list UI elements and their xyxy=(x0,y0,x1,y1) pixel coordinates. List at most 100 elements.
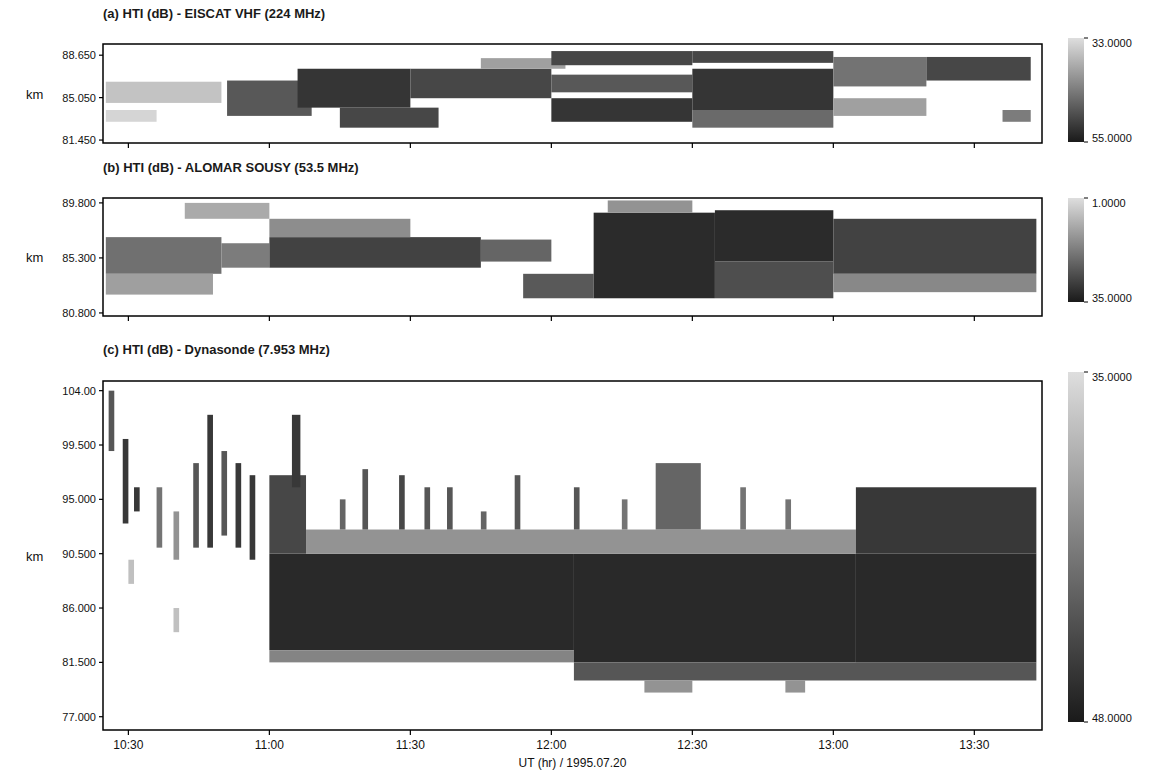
colorbar xyxy=(1068,198,1084,302)
background xyxy=(0,0,1160,775)
cell xyxy=(833,274,1036,292)
cell xyxy=(785,680,805,692)
cell xyxy=(185,203,270,219)
x-tick-label: 10:30 xyxy=(113,738,143,752)
cell xyxy=(926,57,1030,81)
panel: (b) HTI (dB) - ALOMAR SOUSY (53.5 MHz) 80… xyxy=(26,160,1132,321)
y-tick xyxy=(99,312,103,313)
cell xyxy=(269,237,480,268)
y-tick-label: 85.050 xyxy=(62,92,96,104)
colorbar-tick xyxy=(1084,198,1088,199)
cells xyxy=(109,391,1037,693)
x-tick xyxy=(833,143,834,148)
panel-title: (a) HTI (dB) - EISCAT VHF (224 MHz) xyxy=(103,6,325,21)
cell xyxy=(644,680,692,692)
cell xyxy=(574,662,1036,680)
cell xyxy=(123,439,129,524)
cell xyxy=(128,560,134,584)
cell xyxy=(574,487,580,529)
frame xyxy=(103,198,1042,316)
colorbar-label: 48.0000 xyxy=(1092,712,1132,724)
x-tick xyxy=(551,730,552,735)
panel-title: (c) HTI (dB) - Dynasonde (7.953 MHz) xyxy=(103,342,330,357)
cell xyxy=(340,108,439,128)
panel: (a) HTI (dB) - EISCAT VHF (224 MHz) 81.45… xyxy=(26,6,1132,148)
y-tick-label: 95.000 xyxy=(62,493,96,505)
y-tick xyxy=(99,202,103,203)
cell xyxy=(221,451,227,536)
cell xyxy=(481,240,551,262)
y-tick xyxy=(99,390,103,391)
frame xyxy=(103,381,1042,730)
cell xyxy=(340,499,346,529)
x-tick xyxy=(551,316,552,321)
colorbar-tick xyxy=(1084,302,1088,303)
y-tick-label: 104.00 xyxy=(62,385,96,397)
cell xyxy=(481,511,487,529)
x-tick xyxy=(974,143,975,148)
y-tick-label: 81.500 xyxy=(62,656,96,668)
x-tick-label: 12:00 xyxy=(536,738,566,752)
cell xyxy=(399,475,405,529)
cell xyxy=(551,75,692,93)
colorbar-tick xyxy=(1084,38,1088,39)
colorbar-tick xyxy=(1084,142,1088,143)
y-tick-label: 81.450 xyxy=(62,134,96,146)
colorbar xyxy=(1068,38,1084,142)
cell xyxy=(692,51,833,63)
cell xyxy=(856,487,1036,553)
y-tick-label: 77.000 xyxy=(62,711,96,723)
cell xyxy=(269,475,306,553)
y-tick-label: 86.000 xyxy=(62,602,96,614)
x-tick xyxy=(410,143,411,148)
cell xyxy=(106,82,222,103)
cell xyxy=(740,487,746,529)
cell xyxy=(106,237,222,274)
x-tick xyxy=(410,730,411,735)
cell xyxy=(362,469,368,529)
cell xyxy=(1003,110,1031,122)
cell xyxy=(551,98,692,122)
cell xyxy=(447,487,453,529)
colorbar-label: 33.0000 xyxy=(1092,37,1132,49)
colorbar-label: 35.0000 xyxy=(1092,371,1132,383)
y-tick-label: 99.500 xyxy=(62,439,96,451)
y-tick-label: 88.650 xyxy=(62,49,96,61)
y-tick-label: 90.500 xyxy=(62,548,96,560)
y-tick xyxy=(99,139,103,140)
cells xyxy=(106,200,1037,298)
cell xyxy=(656,463,701,529)
cell xyxy=(833,57,926,86)
x-tick-label: 13:00 xyxy=(818,738,848,752)
cell xyxy=(608,200,693,212)
x-tick xyxy=(269,143,270,148)
y-tick xyxy=(99,55,103,56)
colorbar-label: 35.0000 xyxy=(1092,292,1132,304)
x-axis-title: UT (hr) / 1995.07.20 xyxy=(519,756,627,770)
x-tick xyxy=(974,730,975,735)
y-tick-label: 85.300 xyxy=(62,252,96,264)
cell xyxy=(594,213,715,299)
cell xyxy=(551,51,692,65)
panel: (c) HTI (dB) - Dynasonde (7.953 MHz) 10:3… xyxy=(26,342,1132,770)
y-axis-title: km xyxy=(26,250,43,265)
y-axis-title: km xyxy=(26,549,43,564)
y-tick xyxy=(99,716,103,717)
y-tick-label: 80.800 xyxy=(62,307,96,319)
cell xyxy=(574,554,856,663)
cell xyxy=(298,69,411,108)
cell xyxy=(106,110,157,122)
y-tick-label: 89.800 xyxy=(62,197,96,209)
cell xyxy=(134,487,140,511)
cells xyxy=(106,51,1031,128)
cell xyxy=(250,475,256,560)
cell xyxy=(692,69,833,110)
cell xyxy=(269,650,574,662)
cell xyxy=(692,110,833,128)
panel-title: (b) HTI (dB) - ALOMAR SOUSY (53.5 MHz) xyxy=(103,160,359,175)
colorbar-tick xyxy=(1084,722,1088,723)
x-tick-label: 13:30 xyxy=(959,738,989,752)
cell xyxy=(523,274,593,298)
x-tick-label: 11:30 xyxy=(396,738,425,752)
cell xyxy=(833,219,1036,274)
